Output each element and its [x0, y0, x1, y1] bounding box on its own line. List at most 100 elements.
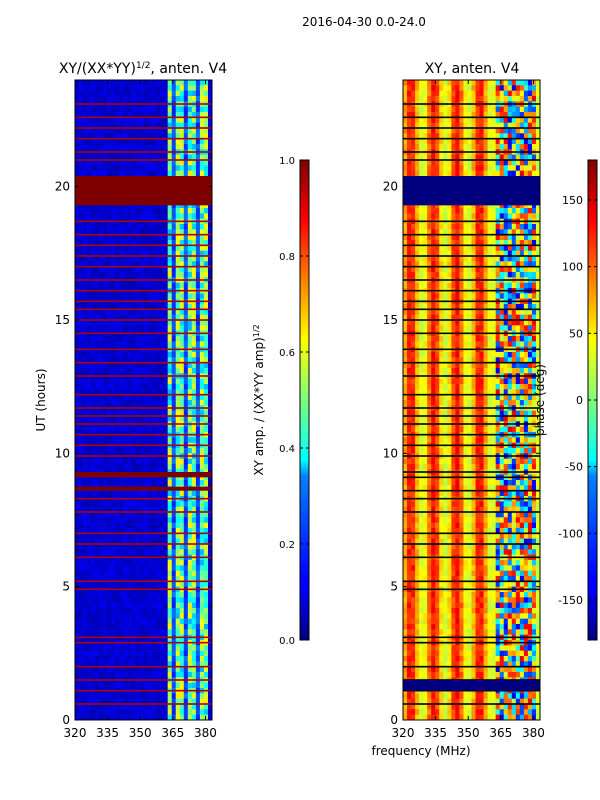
- amp-heatmap-cell: [199, 704, 205, 710]
- amp-heatmap-cell: [187, 528, 193, 534]
- amp-heatmap-cell: [143, 208, 148, 214]
- amp-heatmap-cell: [203, 714, 209, 721]
- amp-heatmap-cell: [79, 368, 84, 374]
- amp-heatmap-cell: [167, 458, 173, 465]
- amp-heatmap-cell: [183, 512, 189, 518]
- amp-heatmap-cell: [111, 704, 116, 710]
- amp-heatmap-cell: [87, 624, 92, 630]
- amp-heatmap-cell: [135, 693, 140, 700]
- amp-heatmap-cell: [171, 304, 177, 310]
- amp-heatmap-cell: [143, 560, 148, 566]
- amp-heatmap-cell: [175, 325, 181, 332]
- amp-heatmap-cell: [155, 362, 161, 369]
- amp-heatmap-cell: [115, 256, 120, 262]
- amp-heatmap-cell: [91, 144, 96, 150]
- amp-heatmap-cell: [107, 410, 112, 417]
- amp-heatmap-cell: [199, 448, 205, 454]
- amp-heatmap-cell: [115, 522, 120, 529]
- amp-heatmap-cell: [155, 320, 161, 326]
- amp-heatmap-cell: [107, 224, 112, 230]
- amp-heatmap-cell: [99, 661, 104, 668]
- amp-heatmap-cell: [143, 282, 148, 289]
- amp-heatmap-cell: [115, 213, 120, 220]
- phase-heatmap-cell: [531, 154, 537, 161]
- amp-heatmap-cell: [207, 549, 213, 556]
- phase-heatmap-cell: [499, 112, 505, 118]
- phase-heatmap-cell: [527, 165, 533, 172]
- amp-heatmap-cell: [199, 608, 205, 614]
- amp-heatmap-cell: [123, 672, 128, 678]
- amp-heatmap-cell: [139, 709, 144, 716]
- phase-heatmap-cell: [487, 144, 493, 150]
- amp-heatmap-cell: [127, 266, 132, 273]
- amp-heatmap-cell: [103, 490, 108, 497]
- amp-heatmap-cell: [183, 506, 189, 513]
- amp-heatmap-cell: [111, 693, 116, 700]
- amp-heatmap-cell: [147, 250, 152, 257]
- amp-heatmap-cell: [155, 410, 161, 417]
- amp-heatmap-cell: [99, 213, 104, 220]
- amp-heatmap-cell: [91, 570, 96, 577]
- amp-heatmap-cell: [123, 682, 128, 689]
- amp-ytick-label: 10: [55, 446, 70, 460]
- amp-heatmap-cell: [191, 490, 197, 497]
- amp-heatmap-cell: [135, 576, 140, 582]
- amp-heatmap-cell: [131, 133, 136, 140]
- phase-heatmap-cell: [403, 170, 408, 177]
- amp-heatmap-cell: [207, 293, 213, 300]
- amp-heatmap-cell: [167, 85, 173, 92]
- amp-heatmap-cell: [167, 122, 173, 129]
- amp-heatmap-cell: [107, 512, 112, 518]
- amp-heatmap-cell: [87, 128, 92, 134]
- amp-heatmap-cell: [83, 272, 88, 278]
- amp-heatmap-cell: [195, 336, 201, 342]
- amp-heatmap-cell: [95, 698, 100, 705]
- amp-heatmap-cell: [87, 341, 92, 348]
- phase-heatmap-cell: [531, 144, 537, 150]
- amp-heatmap-cell: [103, 266, 108, 273]
- amp-heatmap-cell: [175, 560, 181, 566]
- amp-heatmap-cell: [139, 682, 144, 689]
- amp-heatmap-cell: [143, 128, 148, 134]
- amp-heatmap-cell: [103, 85, 108, 92]
- amp-heatmap-cell: [95, 437, 100, 444]
- amp-heatmap-cell: [83, 229, 88, 236]
- amp-heatmap-cell: [75, 672, 80, 678]
- amp-heatmap-cell: [87, 538, 92, 545]
- amp-heatmap-cell: [175, 384, 181, 390]
- amp-heatmap-cell: [111, 576, 116, 582]
- phase-heatmap-cell: [515, 160, 521, 166]
- amp-heatmap-cell: [83, 512, 88, 518]
- amp-heatmap-cell: [115, 517, 120, 524]
- amp-heatmap-cell: [127, 570, 132, 577]
- amp-heatmap-cell: [99, 384, 104, 390]
- amp-heatmap-cell: [75, 314, 80, 321]
- amp-heatmap-cell: [135, 512, 140, 518]
- amp-heatmap-cell: [111, 352, 116, 358]
- amp-heatmap-cell: [183, 122, 189, 129]
- amp-heatmap-cell: [99, 608, 104, 614]
- amp-heatmap-cell: [135, 597, 140, 604]
- amp-heatmap-cell: [171, 154, 177, 161]
- amp-heatmap-cell: [163, 341, 169, 348]
- amp-heatmap-cell: [139, 256, 144, 262]
- amp-heatmap-cell: [151, 266, 156, 273]
- phase-heatmap-cell: [467, 165, 472, 172]
- amp-heatmap-cell: [87, 85, 92, 92]
- amp-heatmap-cell: [187, 714, 193, 721]
- amp-heatmap-cell: [83, 304, 88, 310]
- amp-heatmap-cell: [203, 304, 209, 310]
- amp-heatmap-cell: [171, 368, 177, 374]
- amp-heatmap-cell: [79, 608, 84, 614]
- amp-heatmap-cell: [139, 592, 144, 598]
- amp-heatmap-cell: [187, 378, 193, 385]
- phase-heatmap-cell: [427, 144, 432, 150]
- amp-heatmap-cell: [191, 592, 197, 598]
- amp-heatmap-cell: [195, 480, 201, 486]
- amp-heatmap-cell: [95, 112, 100, 118]
- amp-heatmap-cell: [103, 106, 108, 113]
- amp-heatmap-cell: [207, 560, 213, 566]
- amp-heatmap-cell: [195, 362, 201, 369]
- amp-heatmap-cell: [183, 112, 189, 118]
- amp-heatmap-cell: [103, 565, 108, 572]
